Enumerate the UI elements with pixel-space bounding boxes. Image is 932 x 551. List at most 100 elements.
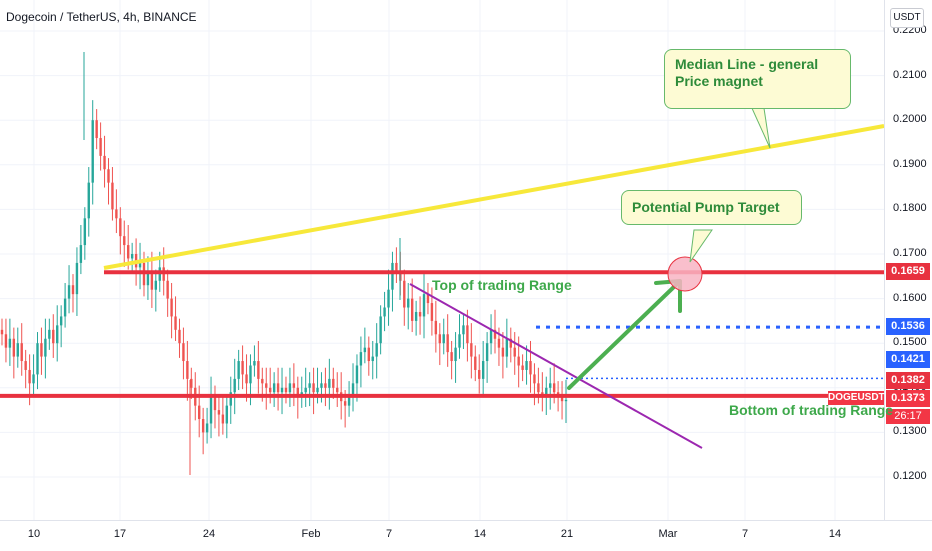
median-line-callout[interactable]: Median Line - general Price magnet	[664, 49, 851, 109]
x-tick-label: 21	[560, 528, 574, 540]
pump-target-circle	[667, 256, 703, 292]
candle-body	[52, 329, 55, 344]
candle-body	[450, 352, 453, 362]
candle-body	[489, 329, 493, 344]
candle-body	[458, 334, 461, 348]
candle-body	[434, 320, 438, 335]
candle-body	[8, 338, 12, 348]
candle-body	[430, 303, 434, 321]
x-tick-label: 24	[202, 528, 216, 540]
candle-body	[466, 325, 469, 344]
y-tick-label: 0.2000	[893, 113, 927, 126]
candle-body	[521, 365, 524, 370]
drawings	[0, 94, 885, 449]
candle-body	[217, 410, 221, 415]
candle-body	[257, 361, 260, 379]
candle-body	[115, 209, 118, 219]
currency-button[interactable]: USDT	[890, 8, 924, 28]
candle-body	[253, 361, 256, 366]
candle-body	[99, 138, 102, 156]
candle-body	[40, 343, 43, 357]
candle-body	[154, 280, 158, 290]
candle-body	[375, 343, 378, 357]
candle-body	[233, 378, 236, 393]
x-tick-label: 7	[385, 528, 393, 540]
pump-target-callout[interactable]: Potential Pump Target	[621, 190, 802, 225]
y-tick-label: 0.2100	[893, 68, 927, 81]
candle-body	[560, 396, 564, 402]
bar-countdown: 26:17	[886, 409, 930, 424]
candle-body	[174, 316, 177, 330]
candle-body	[537, 383, 540, 393]
candle-body	[198, 405, 201, 420]
candle-body	[493, 329, 497, 339]
candle-body	[56, 325, 59, 344]
pump-arrow-shaft	[567, 281, 680, 390]
candle-body	[304, 387, 307, 393]
candle-body	[312, 383, 315, 393]
median-callout-line-1: Median Line - general	[675, 56, 819, 72]
candle-body	[481, 361, 485, 379]
candle-body	[36, 343, 39, 375]
candle-body	[347, 396, 351, 406]
candle-body	[359, 352, 363, 366]
candle-body	[517, 356, 520, 366]
candle-body	[95, 120, 98, 139]
candle-body	[316, 387, 319, 393]
candle-body	[249, 365, 252, 384]
candle-body	[20, 343, 23, 362]
candle-body	[138, 262, 142, 268]
y-axis[interactable]	[884, 0, 932, 520]
candle-body	[83, 218, 87, 246]
candle-body	[485, 343, 489, 362]
price-axis-label: 0.1659	[886, 263, 930, 280]
candle-body	[245, 374, 248, 384]
candle-body	[229, 392, 232, 406]
symbol-tag: DOGEUSDT	[828, 391, 885, 405]
candle-body	[178, 329, 181, 344]
candle-body	[474, 356, 477, 370]
candle-body	[418, 311, 422, 317]
candle-body	[549, 383, 552, 388]
x-tick-label: 17	[113, 528, 127, 540]
candle-body	[87, 182, 90, 219]
candle-body	[513, 347, 516, 357]
candle-body	[367, 347, 370, 362]
candle-body	[268, 387, 272, 393]
candle-body	[320, 383, 323, 388]
x-tick-label: 14	[828, 528, 842, 540]
candle-body	[454, 347, 457, 362]
candle-body	[328, 378, 331, 388]
candle-body	[209, 396, 213, 424]
candle-body	[280, 387, 284, 393]
price-axis-label: 0.1421	[886, 351, 930, 368]
x-axis[interactable]	[0, 520, 932, 551]
candle-body	[111, 182, 114, 210]
candle-body	[422, 294, 426, 317]
candle-body	[166, 280, 169, 299]
candle-body	[371, 356, 374, 362]
candle-body	[324, 383, 327, 388]
candle-body	[4, 334, 8, 348]
candle-body	[446, 334, 449, 353]
candle-body	[414, 311, 418, 321]
candle-body	[379, 316, 382, 344]
candles	[0, 52, 568, 475]
candle-body	[205, 423, 209, 433]
x-tick-label: Feb	[301, 528, 321, 540]
price-axis-label: 0.1536	[886, 318, 930, 335]
candle-body	[28, 369, 31, 384]
candle-body	[32, 374, 35, 384]
price-axis-label: 0.1382	[886, 372, 930, 389]
candle-body	[545, 387, 548, 397]
x-tick-label: 7	[741, 528, 749, 540]
candle-body	[478, 369, 481, 379]
candle-body	[552, 383, 556, 393]
x-tick-label: Mar	[658, 528, 678, 540]
candle-body	[170, 298, 173, 317]
candle-body	[261, 378, 264, 384]
candle-body	[387, 289, 390, 308]
candle-body	[391, 262, 394, 290]
candle-body	[296, 387, 300, 397]
candle-body	[225, 405, 229, 424]
